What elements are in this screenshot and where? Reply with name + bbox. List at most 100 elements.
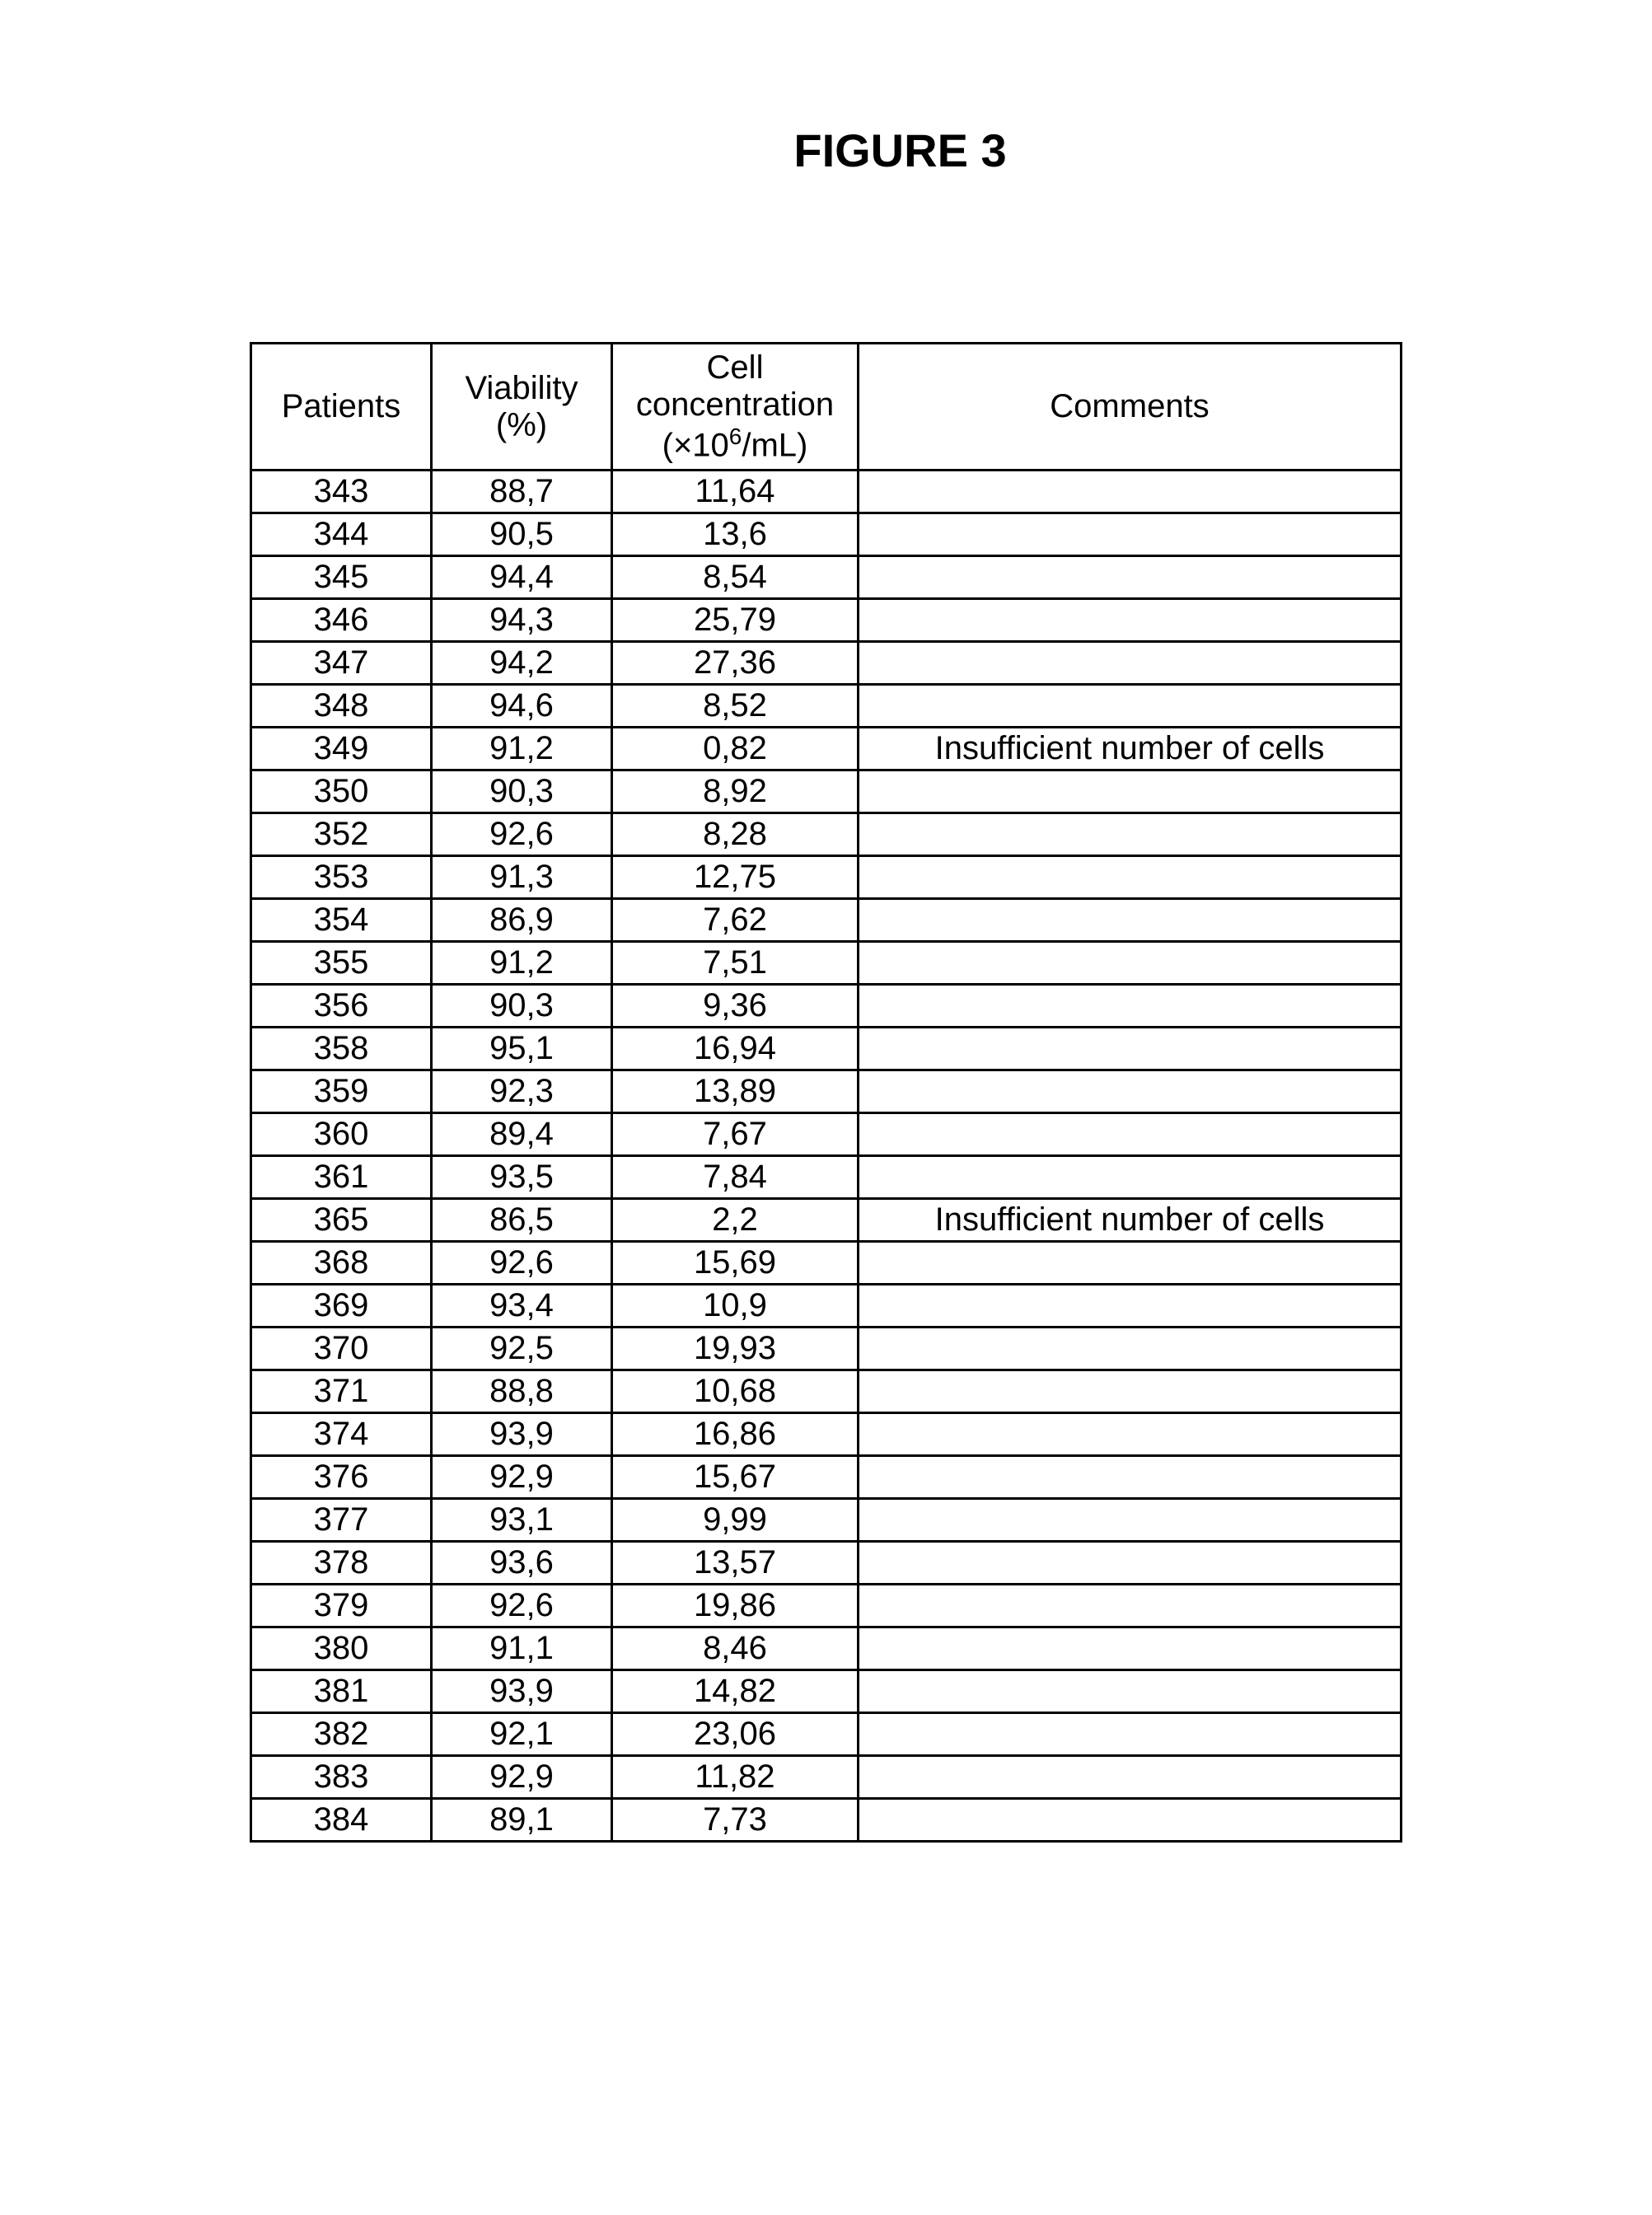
table-row: 34594,48,54 [251, 556, 1402, 599]
table-cell-patients: 378 [251, 1542, 432, 1585]
table-cell-patients: 369 [251, 1285, 432, 1328]
table-row: 38392,911,82 [251, 1756, 1402, 1799]
table-cell-patients: 353 [251, 856, 432, 899]
table-cell-patients: 347 [251, 642, 432, 685]
table-body: 34388,711,6434490,513,634594,48,5434694,… [251, 471, 1402, 1842]
table-cell-comments [859, 1585, 1402, 1627]
table-cell-comments [859, 685, 1402, 728]
table-cell-viability: 94,2 [432, 642, 612, 685]
table-cell-patients: 384 [251, 1799, 432, 1842]
table-cell-viability: 93,1 [432, 1499, 612, 1542]
table-row: 36193,57,84 [251, 1156, 1402, 1199]
table-cell-patients: 345 [251, 556, 432, 599]
table-cell-comments [859, 813, 1402, 856]
table-row: 37092,519,93 [251, 1328, 1402, 1370]
table-cell-viability: 92,6 [432, 1585, 612, 1627]
table-cell-comments [859, 1285, 1402, 1328]
table-cell-comments [859, 1370, 1402, 1413]
table-cell-viability: 92,1 [432, 1713, 612, 1756]
table-cell-viability: 92,6 [432, 1242, 612, 1285]
table-row: 36089,47,67 [251, 1113, 1402, 1156]
table-cell-comments [859, 599, 1402, 642]
table-cell-comments [859, 513, 1402, 556]
table-cell-patients: 383 [251, 1756, 432, 1799]
table-cell-patients: 350 [251, 770, 432, 813]
table-row: 37692,915,67 [251, 1456, 1402, 1499]
table-row: 35391,312,75 [251, 856, 1402, 899]
table-cell-patients: 368 [251, 1242, 432, 1285]
table-cell-cellconc: 8,46 [612, 1627, 859, 1670]
table-cell-cellconc: 27,36 [612, 642, 859, 685]
table-cell-comments [859, 1113, 1402, 1156]
table-row: 37493,916,86 [251, 1413, 1402, 1456]
table-cell-patients: 344 [251, 513, 432, 556]
table-cell-patients: 346 [251, 599, 432, 642]
table-cell-comments [859, 1542, 1402, 1585]
table-cell-viability: 91,3 [432, 856, 612, 899]
table-cell-comments [859, 1070, 1402, 1113]
table-cell-viability: 92,6 [432, 813, 612, 856]
table-cell-patients: 382 [251, 1713, 432, 1756]
table-cell-comments [859, 985, 1402, 1028]
table-cell-viability: 90,3 [432, 770, 612, 813]
table-row: 35090,38,92 [251, 770, 1402, 813]
table-cell-viability: 86,5 [432, 1199, 612, 1242]
table-cell-comments [859, 1670, 1402, 1713]
table-cell-comments [859, 1499, 1402, 1542]
table-cell-comments [859, 556, 1402, 599]
table-cell-cellconc: 2,2 [612, 1199, 859, 1242]
table-cell-patients: 381 [251, 1670, 432, 1713]
table-row: 35292,68,28 [251, 813, 1402, 856]
table-row: 35690,39,36 [251, 985, 1402, 1028]
table-cell-patients: 380 [251, 1627, 432, 1670]
table-cell-patients: 349 [251, 728, 432, 770]
table-row: 35992,313,89 [251, 1070, 1402, 1113]
table-cell-viability: 86,9 [432, 899, 612, 942]
table-cell-cellconc: 19,93 [612, 1328, 859, 1370]
table-cell-patients: 374 [251, 1413, 432, 1456]
table-cell-patients: 377 [251, 1499, 432, 1542]
table-cell-comments [859, 1713, 1402, 1756]
table-cell-cellconc: 25,79 [612, 599, 859, 642]
table-cell-patients: 360 [251, 1113, 432, 1156]
table-row: 38091,18,46 [251, 1627, 1402, 1670]
table-cell-viability: 89,1 [432, 1799, 612, 1842]
table-cell-cellconc: 0,82 [612, 728, 859, 770]
table-row: 35486,97,62 [251, 899, 1402, 942]
table-cell-patients: 358 [251, 1028, 432, 1070]
table-cell-comments [859, 899, 1402, 942]
table-cell-viability: 93,4 [432, 1285, 612, 1328]
table-row: 36892,615,69 [251, 1242, 1402, 1285]
table-row: 34490,513,6 [251, 513, 1402, 556]
table-cell-viability: 92,9 [432, 1756, 612, 1799]
table-cell-viability: 94,3 [432, 599, 612, 642]
table-row: 38489,17,73 [251, 1799, 1402, 1842]
table-cell-cellconc: 12,75 [612, 856, 859, 899]
table-cell-cellconc: 19,86 [612, 1585, 859, 1627]
table-row: 38292,123,06 [251, 1713, 1402, 1756]
table-cell-viability: 91,2 [432, 942, 612, 985]
table-header-patients: Patients [251, 344, 432, 471]
data-table: PatientsViability (%)Cell concentration … [250, 342, 1402, 1843]
table-cell-viability: 93,9 [432, 1413, 612, 1456]
table-row: 34794,227,36 [251, 642, 1402, 685]
table-cell-cellconc: 10,9 [612, 1285, 859, 1328]
table-cell-patients: 356 [251, 985, 432, 1028]
table-cell-comments [859, 1328, 1402, 1370]
table-cell-cellconc: 7,67 [612, 1113, 859, 1156]
table-row: 36586,52,2Insufficient number of cells [251, 1199, 1402, 1242]
table-cell-cellconc: 23,06 [612, 1713, 859, 1756]
table-cell-viability: 92,9 [432, 1456, 612, 1499]
table-cell-cellconc: 7,84 [612, 1156, 859, 1199]
table-cell-viability: 94,6 [432, 685, 612, 728]
table-cell-patients: 361 [251, 1156, 432, 1199]
table-cell-cellconc: 13,6 [612, 513, 859, 556]
table-cell-comments [859, 1799, 1402, 1842]
table-cell-cellconc: 7,62 [612, 899, 859, 942]
table-cell-patients: 370 [251, 1328, 432, 1370]
table-cell-comments [859, 1756, 1402, 1799]
table-cell-cellconc: 9,36 [612, 985, 859, 1028]
table-cell-comments: Insufficient number of cells [859, 728, 1402, 770]
table-cell-comments: Insufficient number of cells [859, 1199, 1402, 1242]
table-cell-viability: 93,9 [432, 1670, 612, 1713]
